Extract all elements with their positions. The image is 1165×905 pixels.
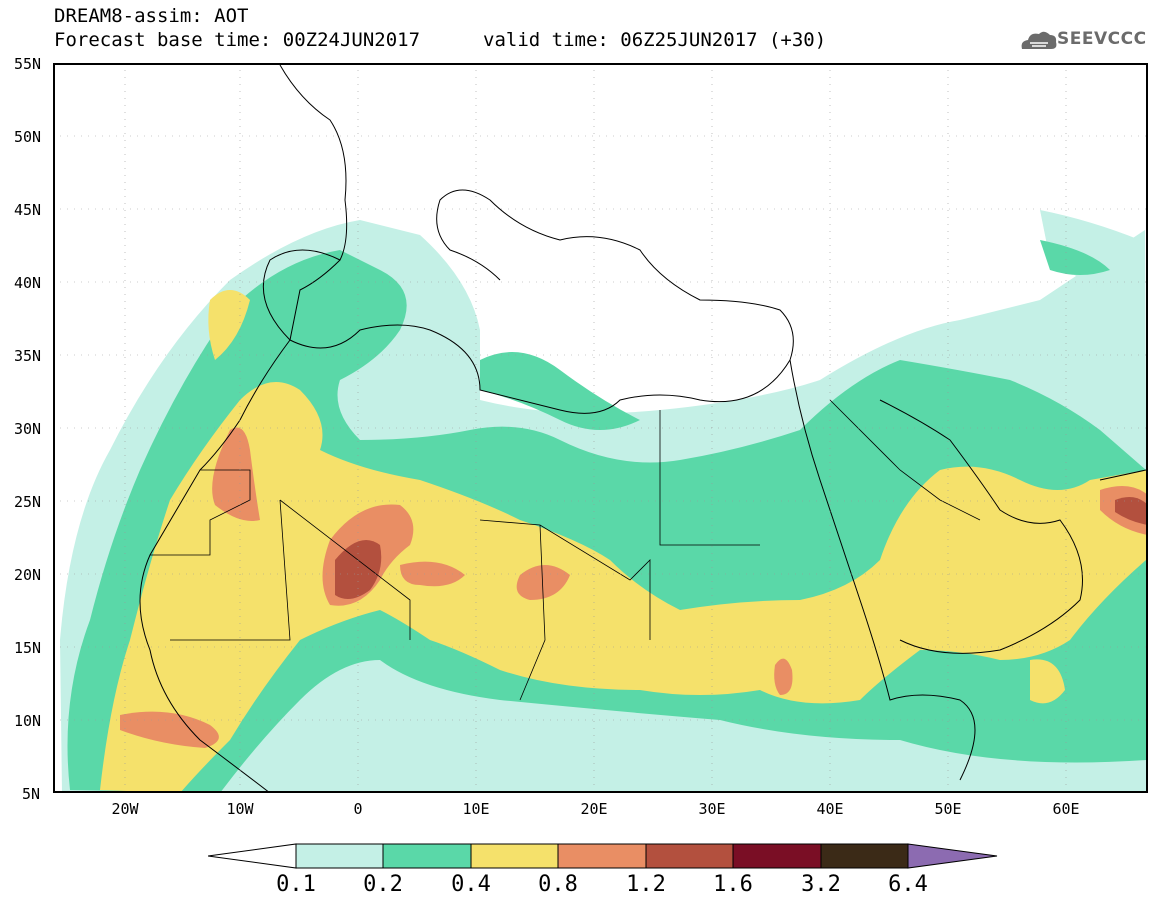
lat-label-20n: 20N — [14, 566, 42, 584]
lon-label-30e: 30E — [698, 800, 726, 818]
colorbar-bin-6 — [820, 843, 909, 869]
colorbar-label-2: 0.4 — [451, 872, 491, 897]
lat-label-45n: 45N — [14, 201, 42, 219]
lat-label-15n: 15N — [14, 639, 42, 657]
colorbar-label-0: 0.1 — [276, 872, 316, 897]
colorbar-label-5: 1.6 — [713, 872, 753, 897]
colorbar-right-arrow — [907, 843, 998, 869]
country-borders — [150, 399, 981, 701]
aot-shade-0.4 — [100, 290, 1146, 791]
lon-label-10w: 10W — [226, 800, 254, 818]
lat-label-30n: 30N — [14, 420, 42, 438]
lon-label-40e: 40E — [816, 800, 844, 818]
forecast-base-time: Forecast base time: 00Z24JUN2017 — [54, 29, 421, 51]
lat-label-5n: 5N — [22, 785, 41, 803]
colorbar-label-4: 1.2 — [626, 872, 666, 897]
aot-colorbar — [208, 843, 998, 869]
seevccc-cloud-logo-icon — [1021, 31, 1057, 49]
grid-lines — [55, 65, 1146, 791]
logo-text: SEEVCCC — [1057, 29, 1147, 49]
colorbar-bin-3 — [557, 843, 647, 869]
lat-label-55n: 55N — [14, 55, 42, 73]
lat-label-10n: 10N — [14, 712, 42, 730]
colorbar-label-3: 0.8 — [538, 872, 578, 897]
lat-label-35n: 35N — [14, 347, 42, 365]
colorbar-bin-5 — [732, 843, 822, 869]
colorbar-bin-2 — [470, 843, 559, 869]
lat-label-50n: 50N — [14, 128, 42, 146]
lat-label-40n: 40N — [14, 274, 42, 292]
colorbar-label-1: 0.2 — [363, 872, 403, 897]
colorbar-left-arrow — [208, 843, 297, 869]
lon-label-0: 0 — [353, 800, 363, 818]
colorbar-label-7: 6.4 — [888, 872, 928, 897]
map-title: DREAM8-assim: AOT — [54, 5, 249, 27]
lat-label-25n: 25N — [14, 493, 42, 511]
colorbar-bin-1 — [382, 843, 472, 869]
lon-label-60e: 60E — [1052, 800, 1080, 818]
lon-label-20w: 20W — [111, 800, 139, 818]
aot-shade-1.2 — [335, 496, 1146, 599]
lon-label-20e: 20E — [580, 800, 608, 818]
lon-label-50e: 50E — [934, 800, 962, 818]
colorbar-label-6: 3.2 — [801, 872, 841, 897]
colorbar-bin-0 — [295, 843, 384, 869]
aot-map — [53, 63, 1148, 793]
coastlines — [139, 65, 1146, 791]
colorbar-bin-4 — [645, 843, 734, 869]
valid-time: valid time: 06Z25JUN2017 (+30) — [483, 29, 827, 51]
lon-label-10e: 10E — [462, 800, 490, 818]
